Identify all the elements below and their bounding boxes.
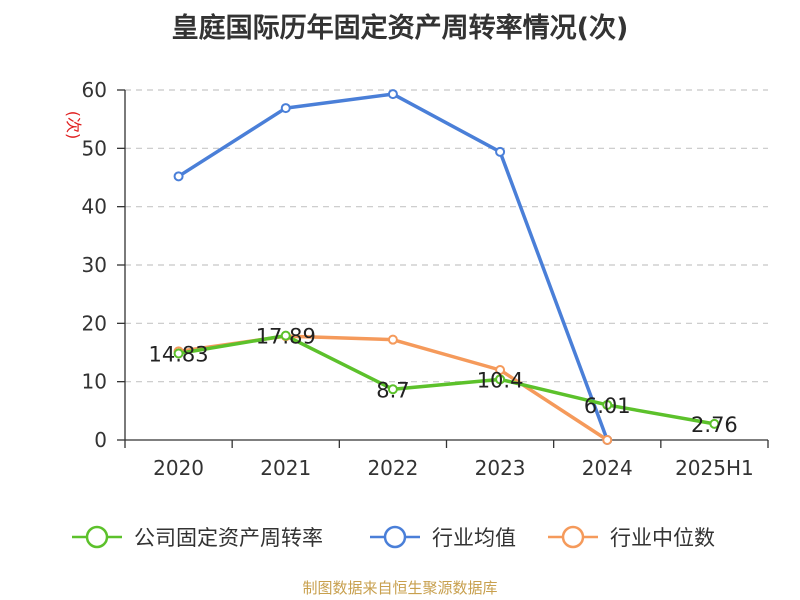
x-tick-label: 2022 (367, 456, 418, 480)
data-labels: 14.83 17.89 8.7 10.4 6.01 2.76 (149, 325, 738, 437)
data-point (387, 89, 398, 100)
legend-label: 行业均值 (432, 526, 516, 550)
y-tick-label: 40 (82, 195, 107, 219)
data-point (495, 374, 506, 385)
axes: 0 10 20 30 40 50 60 2020 2021 2022 2023 2024 2025H1 (… (64, 78, 769, 480)
legend-label: 行业中位数 (610, 526, 715, 550)
data-label: 6.01 (584, 394, 631, 418)
source-note: 制图数据来自恒生聚源数据库 (302, 579, 498, 597)
data-point (173, 171, 184, 182)
data-point (280, 330, 291, 341)
y-tick-label: 50 (82, 136, 107, 160)
x-tick-label: 2021 (260, 456, 311, 480)
data-point (602, 399, 613, 410)
legend: 公司固定资产周转率 行业均值 行业中位数 (72, 525, 715, 550)
data-point (602, 435, 613, 445)
chart-title: 皇庭国际历年固定资产周转率情况(次) (171, 13, 629, 44)
x-tick-label: 2025H1 (675, 456, 754, 480)
data-point (387, 384, 398, 395)
series-line (178, 333, 715, 426)
legend-swatch-marker (85, 525, 109, 549)
data-label: 8.7 (376, 378, 409, 402)
grid-lines (125, 89, 768, 383)
series-group (173, 89, 720, 445)
data-label: 17.89 (256, 325, 316, 349)
x-tick-label: 2024 (582, 456, 633, 480)
y-tick-label: 30 (82, 253, 107, 277)
data-label: 2.76 (691, 413, 738, 437)
legend-swatch-marker (383, 525, 407, 549)
data-point (495, 146, 506, 157)
data-point (709, 418, 720, 429)
y-tick-label: 10 (82, 370, 107, 394)
y-axis-unit: (次) (64, 111, 83, 140)
data-point (387, 334, 398, 345)
y-tick-label: 0 (94, 428, 107, 452)
x-tick-label: 2023 (475, 456, 526, 480)
data-point (495, 365, 506, 375)
data-point (280, 103, 291, 114)
legend-label: 公司固定资产周转率 (134, 526, 323, 550)
data-label: 14.83 (149, 342, 209, 366)
y-tick-label: 60 (82, 78, 107, 102)
y-tick-label: 20 (82, 311, 107, 335)
legend-swatch-marker (561, 525, 585, 549)
data-label: 10.4 (477, 368, 524, 392)
data-point (173, 348, 184, 359)
x-tick-label: 2020 (153, 456, 204, 480)
